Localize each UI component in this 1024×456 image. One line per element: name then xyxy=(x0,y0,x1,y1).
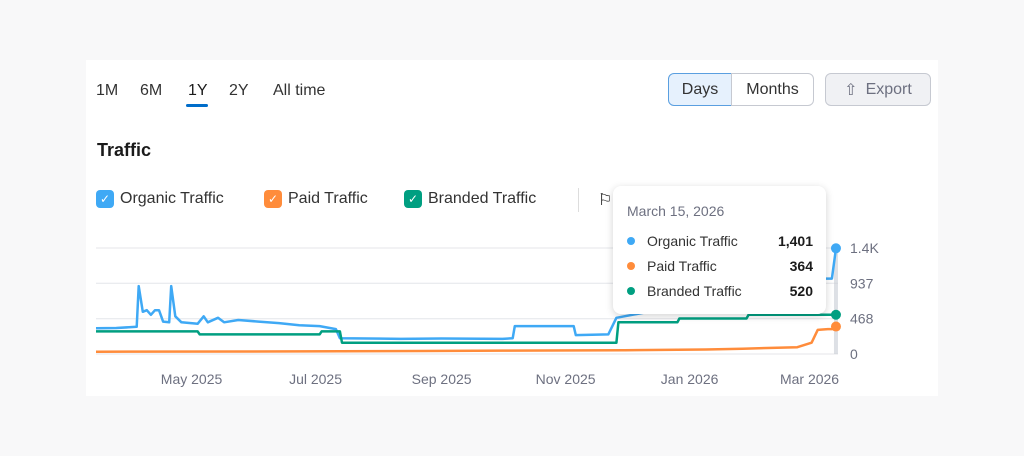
tooltip-value: 520 xyxy=(789,283,813,299)
range-6m[interactable]: 6M xyxy=(140,82,163,99)
tooltip-label: Organic Traffic xyxy=(647,233,738,249)
dot-icon xyxy=(627,237,635,245)
y-tick-label: 937 xyxy=(850,275,874,291)
checkbox-icon: ✓ xyxy=(264,190,282,208)
tooltip-value: 364 xyxy=(789,258,813,274)
tooltip-date: March 15, 2026 xyxy=(627,203,725,219)
x-tick-label: Nov 2025 xyxy=(536,371,596,387)
x-tick-label: Mar 2026 xyxy=(780,371,839,387)
months-button[interactable]: Months xyxy=(731,73,814,106)
series-line-branded-traffic xyxy=(96,313,836,344)
range-1y[interactable]: 1Y xyxy=(188,82,208,99)
x-tick-label: Jan 2026 xyxy=(661,371,719,387)
upload-icon: ⇧ xyxy=(844,81,858,99)
y-tick-label: 0 xyxy=(850,346,858,362)
notes-icon[interactable]: ⚐ xyxy=(598,192,613,209)
dot-icon xyxy=(627,262,635,270)
legend-label: Paid Traffic xyxy=(288,190,368,207)
range-all-time[interactable]: All time xyxy=(273,82,326,99)
range-1m[interactable]: 1M xyxy=(96,82,119,99)
active-range-indicator xyxy=(186,104,208,107)
export-button[interactable]: ⇧ Export xyxy=(825,73,931,106)
series-line-paid-traffic xyxy=(95,325,837,353)
days-button[interactable]: Days xyxy=(668,73,732,106)
tooltip: March 15, 2026 Organic Traffic 1,401 Paid… xyxy=(613,186,826,314)
traffic-card: 1M 6M 1Y 2Y All time Days Months ⇧ Export… xyxy=(86,60,938,396)
hover-point xyxy=(830,243,841,254)
checkbox-icon: ✓ xyxy=(96,190,114,208)
y-tick-label: 468 xyxy=(850,311,874,327)
tooltip-value: 1,401 xyxy=(777,233,813,249)
tooltip-row-branded: Branded Traffic 520 xyxy=(627,283,813,299)
dot-icon xyxy=(627,287,635,295)
legend-label: Organic Traffic xyxy=(120,190,224,207)
legend-label: Branded Traffic xyxy=(428,190,537,207)
legend-paid[interactable]: ✓ Paid Traffic xyxy=(264,190,368,208)
export-label: Export xyxy=(865,80,912,98)
tooltip-label: Branded Traffic xyxy=(647,283,742,299)
x-tick-label: May 2025 xyxy=(161,371,223,387)
hover-point xyxy=(830,321,841,332)
legend-divider xyxy=(578,188,579,212)
legend-organic[interactable]: ✓ Organic Traffic xyxy=(96,190,224,208)
legend-branded[interactable]: ✓ Branded Traffic xyxy=(404,190,536,208)
tooltip-row-organic: Organic Traffic 1,401 xyxy=(627,233,813,249)
chart-title: Traffic xyxy=(97,140,152,160)
series-line-organic-traffic xyxy=(95,248,838,341)
x-tick-label: Jul 2025 xyxy=(289,371,342,387)
x-tick-label: Sep 2025 xyxy=(412,371,472,387)
checkbox-icon: ✓ xyxy=(404,190,422,208)
hover-point xyxy=(830,309,841,320)
y-tick-label: 1.4K xyxy=(850,240,879,256)
range-2y[interactable]: 2Y xyxy=(229,82,249,99)
tooltip-row-paid: Paid Traffic 364 xyxy=(627,258,813,274)
tooltip-label: Paid Traffic xyxy=(647,258,717,274)
